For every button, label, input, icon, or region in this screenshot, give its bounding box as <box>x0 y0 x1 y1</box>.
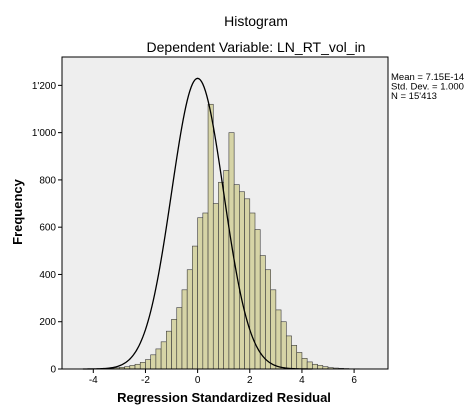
y-axis-label: Frequency <box>10 178 25 245</box>
histogram-bar <box>145 359 151 370</box>
x-tick-label: -4 <box>89 375 98 386</box>
histogram-bar <box>265 269 271 370</box>
histogram-bar <box>312 363 318 370</box>
histogram-bar <box>186 269 193 370</box>
stats-line: Std. Dev. = 1.000 <box>391 82 464 93</box>
y-axis: 0 200 400 600 800 1'000 1'200 <box>32 81 62 376</box>
histogram-bar <box>207 103 214 370</box>
stats-line: N = 15'413 <box>391 91 437 102</box>
x-tick-label: 4 <box>299 375 305 386</box>
y-tick-label: 1'200 <box>32 81 57 92</box>
stats-line: Mean = 7.15E-14 <box>391 72 464 83</box>
y-tick-label: 400 <box>39 270 56 281</box>
histogram-bar <box>244 198 251 370</box>
histogram-bar <box>129 365 136 370</box>
histogram-bar <box>150 354 157 370</box>
histogram-bar <box>291 345 298 370</box>
plot-frame <box>61 56 389 370</box>
histogram-bar <box>280 321 287 370</box>
histogram-bar <box>249 212 256 370</box>
chart-subtitle: Dependent Variable: LN_RT_vol_in <box>147 39 366 55</box>
y-tick-label: 200 <box>39 317 56 328</box>
histogram-bar <box>176 307 183 370</box>
histogram-bar <box>202 212 209 370</box>
histogram-bar <box>228 132 235 370</box>
histogram-bar <box>192 245 198 370</box>
x-axis-label: Regression Standardized Residual <box>117 390 331 405</box>
histogram-bar <box>155 348 162 370</box>
histogram-bar <box>160 341 167 370</box>
normal-curve <box>82 77 313 370</box>
histogram-bar <box>134 363 141 370</box>
histogram-bar <box>301 358 308 370</box>
histogram-bar <box>239 191 245 370</box>
histogram-bar <box>259 255 266 370</box>
histogram-bar <box>218 181 224 370</box>
histogram-bar <box>270 289 277 370</box>
x-axis: -4 -2 0 2 4 6 <box>89 369 357 386</box>
histogram-bar <box>285 335 292 370</box>
histogram-bar <box>317 365 324 370</box>
x-tick-label: 2 <box>247 375 253 386</box>
y-tick-label: 0 <box>50 365 56 376</box>
histogram-bar <box>212 203 219 370</box>
histogram-bar <box>166 330 172 370</box>
chart-title: Histogram <box>224 13 288 29</box>
histogram-bar <box>181 289 188 370</box>
x-tick-label: -2 <box>141 375 150 386</box>
y-tick-label: 600 <box>39 223 56 234</box>
histogram-bar <box>171 319 178 370</box>
histogram-bar <box>197 217 204 370</box>
histogram-bar <box>139 362 146 370</box>
histogram-bar <box>275 309 282 370</box>
histogram-bar <box>296 352 303 370</box>
histogram-bar <box>306 361 313 370</box>
x-tick-label: 0 <box>195 375 201 386</box>
x-tick-label: 6 <box>351 375 357 386</box>
y-tick-label: 800 <box>39 175 56 186</box>
y-tick-label: 1'000 <box>32 128 57 139</box>
